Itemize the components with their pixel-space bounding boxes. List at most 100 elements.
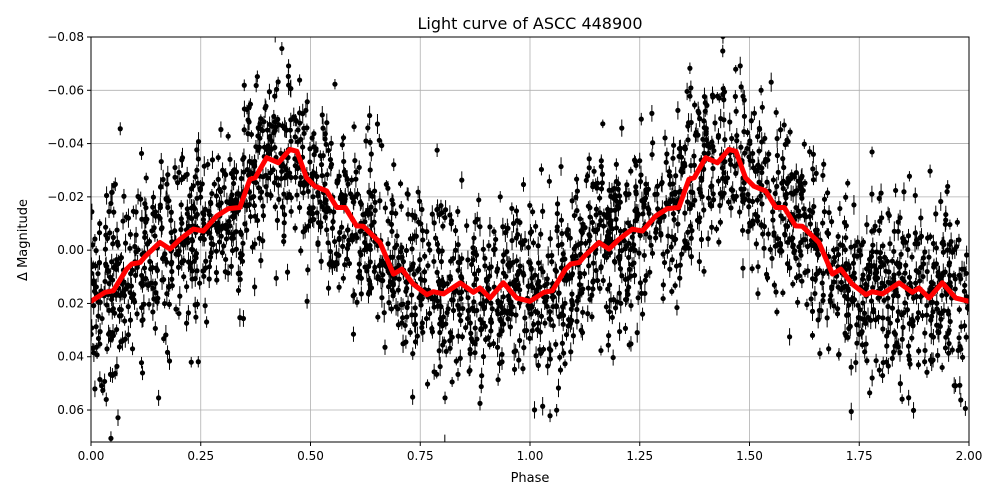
data-point <box>851 247 857 265</box>
data-point <box>457 308 463 321</box>
data-point <box>459 332 465 341</box>
data-point <box>187 255 194 271</box>
data-point <box>379 254 385 268</box>
data-point <box>708 200 714 212</box>
data-point <box>533 346 539 366</box>
y-tick-label: −0.02 <box>47 190 84 204</box>
data-point <box>228 256 234 276</box>
data-point <box>860 238 866 247</box>
data-point <box>880 356 886 369</box>
data-point <box>221 241 227 251</box>
data-point <box>151 291 157 307</box>
data-point <box>771 280 778 290</box>
data-point <box>688 230 694 246</box>
data-point <box>345 175 351 193</box>
data-point <box>889 257 895 266</box>
data-point <box>662 129 668 147</box>
data-point <box>745 188 751 201</box>
data-point <box>617 227 624 236</box>
data-point <box>211 179 217 189</box>
data-point <box>349 229 355 242</box>
data-point <box>810 161 816 177</box>
y-tick-label: 0.06 <box>57 403 84 417</box>
data-point <box>353 170 359 188</box>
data-point <box>843 257 849 270</box>
data-point <box>516 351 522 369</box>
data-point <box>787 127 793 137</box>
data-point <box>566 315 572 324</box>
data-point <box>587 227 593 246</box>
data-point <box>615 202 622 213</box>
data-point <box>443 318 449 330</box>
data-point <box>820 218 826 228</box>
data-point <box>496 326 502 343</box>
data-point <box>924 261 930 282</box>
data-point <box>194 164 200 176</box>
data-point <box>390 249 396 265</box>
data-point <box>194 208 200 221</box>
data-point <box>195 176 201 190</box>
data-point <box>166 352 173 370</box>
data-point <box>405 187 411 202</box>
data-point <box>340 273 346 284</box>
data-point <box>223 233 230 245</box>
data-point <box>556 287 562 300</box>
data-point <box>354 232 360 244</box>
data-point <box>756 120 763 137</box>
data-point <box>307 153 313 171</box>
data-point <box>610 349 616 366</box>
data-point <box>354 297 360 308</box>
data-point <box>444 304 450 322</box>
data-point <box>296 106 303 120</box>
data-point <box>201 268 207 285</box>
data-point <box>268 191 274 201</box>
data-point <box>605 338 611 353</box>
data-point <box>143 198 149 218</box>
data-point <box>554 222 560 240</box>
data-point <box>342 190 348 208</box>
data-point <box>478 296 484 312</box>
data-point <box>661 256 668 269</box>
data-point <box>848 295 855 305</box>
y-tick-label: 0.02 <box>57 296 84 310</box>
data-point <box>379 287 385 308</box>
data-point <box>905 241 911 258</box>
data-point <box>798 233 804 252</box>
data-point <box>701 139 707 151</box>
data-point <box>354 188 361 201</box>
data-point <box>658 227 664 243</box>
data-point <box>318 156 325 173</box>
data-point <box>477 396 483 411</box>
data-point <box>788 185 794 201</box>
data-point <box>323 135 329 154</box>
data-point <box>777 121 784 139</box>
data-point <box>627 242 634 258</box>
data-point <box>485 333 491 342</box>
data-point <box>114 221 120 239</box>
data-point <box>108 331 114 348</box>
data-point <box>367 138 373 147</box>
data-point <box>762 132 768 145</box>
data-point <box>626 248 632 267</box>
data-point <box>685 120 691 132</box>
data-point <box>429 205 435 224</box>
data-point <box>424 379 431 389</box>
data-point <box>749 264 755 274</box>
data-point <box>875 310 882 325</box>
y-tick-label: 0.04 <box>57 350 84 364</box>
data-point <box>593 204 600 215</box>
data-point <box>591 166 597 177</box>
data-point <box>905 340 912 352</box>
data-point <box>882 251 888 264</box>
data-point <box>799 274 805 289</box>
data-point <box>734 127 740 144</box>
data-point <box>244 199 250 212</box>
data-point <box>819 275 825 291</box>
data-point <box>870 303 877 316</box>
data-point <box>195 151 201 167</box>
data-point <box>826 343 832 355</box>
data-point <box>622 322 629 334</box>
data-point <box>767 244 773 255</box>
data-point <box>427 245 433 255</box>
data-point <box>897 374 903 393</box>
